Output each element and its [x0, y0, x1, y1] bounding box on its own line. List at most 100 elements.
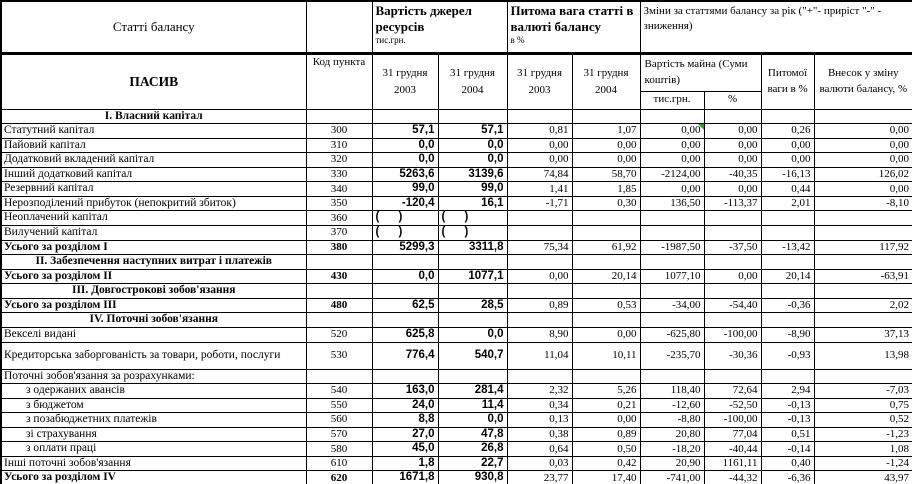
table-row: Пайовий капітал 310 0,0 0,0 0,00 0,00 0,00 0,00…	[0, 137, 912, 154]
cell-value: 75,34	[506, 239, 573, 256]
cell-value: -6,36	[760, 470, 815, 484]
cell-value: -0,14	[760, 441, 815, 457]
cell-value: 776,4	[371, 341, 439, 370]
cell-value: -1,23	[813, 426, 912, 443]
cell-value: -741,00	[639, 470, 705, 484]
row-code: 570	[305, 426, 373, 443]
cell-value: 2,02	[813, 297, 912, 314]
cell-value: 20,90	[639, 455, 705, 472]
cell-value: 0,00	[703, 137, 762, 154]
cell-value	[703, 368, 762, 385]
row-label: IV. Поточні зобов'язання	[0, 312, 307, 328]
table-row: Усього за розділом IV 620 1671,8 930,8 23,77…	[0, 470, 912, 484]
row-code: 380	[305, 239, 373, 256]
table-row: Усього за розділом I 380 5299,3 3311,8 75,34…	[0, 239, 912, 256]
cell-value	[506, 283, 573, 299]
cell-value	[813, 225, 912, 241]
cell-value: 163,0	[371, 383, 439, 399]
cell-value: -8,10	[813, 195, 912, 212]
cell-value: 0,0	[437, 137, 508, 154]
row-label: з одержаних авансів	[0, 383, 307, 399]
header-property-unit-ths: тис.грн.	[639, 90, 705, 110]
cell-value	[506, 225, 573, 241]
cell-value: 117,92	[813, 239, 912, 256]
cell-value: -40,44	[703, 441, 762, 457]
cell-value: 2,32	[506, 383, 573, 399]
header-code: Код пункта	[305, 52, 373, 110]
row-label: Вилучений капітал	[0, 225, 307, 241]
cell-value: 43,97	[813, 470, 912, 484]
table-row: Інші поточні зобов'язання 610 1,8 22,7 0,03 0…	[0, 455, 912, 472]
row-label: з позабюджетних платежів	[0, 412, 307, 428]
cell-value: 5299,3	[371, 239, 439, 256]
cell-value	[639, 225, 705, 241]
cell-value	[437, 254, 508, 270]
cell-value: 0,0	[437, 152, 508, 168]
cell-value: 0,00	[703, 152, 762, 168]
cell-value: -63,91	[813, 268, 912, 285]
cell-value: ( )	[437, 225, 508, 241]
cell-value: 0,42	[571, 455, 641, 472]
cell-value: 0,51	[760, 426, 815, 443]
cell-value: 0,0	[371, 137, 439, 154]
row-label: з бюджетом	[0, 397, 307, 414]
cell-value: 0,00	[813, 137, 912, 154]
row-code	[305, 108, 373, 125]
row-code: 530	[305, 341, 373, 370]
row-label: Інші поточні зобов'язання	[0, 455, 307, 472]
row-code: 580	[305, 441, 373, 457]
row-label: III. Довгострокові зобов'язання	[0, 283, 307, 299]
cell-value: 0,40	[760, 455, 815, 472]
cell-value: 0,26	[760, 123, 815, 139]
cell-value: 57,1	[371, 123, 439, 139]
table-row: Усього за розділом III 480 62,5 28,5 0,89 0,5…	[0, 297, 912, 314]
row-label: Пайовий капітал	[0, 137, 307, 154]
cell-value: 625,8	[371, 326, 439, 343]
cell-value	[371, 312, 439, 328]
cell-value: -2124,00	[639, 166, 705, 183]
cell-value	[371, 254, 439, 270]
row-label: Резервний капітал	[0, 181, 307, 197]
cell-value: 1161,11	[703, 455, 762, 472]
cell-value: -120,4	[371, 195, 439, 212]
cell-value	[571, 108, 641, 125]
row-label: зі страхування	[0, 426, 307, 443]
header-share-unit: в %	[510, 34, 525, 45]
cell-value: -0,93	[760, 341, 815, 370]
cell-value: 0,75	[813, 397, 912, 414]
table-row: Статутний капітал 300 57,1 57,1 0,81 1,07 0,00…	[0, 123, 912, 139]
cell-value: 0,81	[506, 123, 573, 139]
row-code: 620	[305, 470, 373, 484]
cell-value: 99,0	[437, 181, 508, 197]
cell-value	[703, 283, 762, 299]
header-changes-group: Зміни за статтями балансу за рік ("+"- п…	[639, 0, 912, 55]
cell-value: 74,84	[506, 166, 573, 183]
cell-value: -18,20	[639, 441, 705, 457]
cell-value: 10,11	[571, 341, 641, 370]
cell-value: 61,92	[571, 239, 641, 256]
row-label: Інший додатковий капітал	[0, 166, 307, 183]
cell-value	[760, 312, 815, 328]
cell-value: 0,44	[760, 181, 815, 197]
cell-value: 0,00	[639, 137, 705, 154]
cell-value: 281,4	[437, 383, 508, 399]
row-code: 430	[305, 268, 373, 285]
cell-value: 0,00	[506, 268, 573, 285]
cell-value: 0,00	[506, 137, 573, 154]
cell-value	[813, 210, 912, 226]
cell-value: -34,00	[639, 297, 705, 314]
cell-value: 0,34	[506, 397, 573, 414]
cell-value: -0,13	[760, 397, 815, 414]
cell-value: 13,98	[813, 341, 912, 370]
cell-value: 0,00	[760, 137, 815, 154]
row-code	[305, 283, 373, 299]
table-row: зі страхування 570 27,0 47,8 0,38 0,89 20,80 77…	[0, 426, 912, 443]
header-property-value: Вартість майна (Суми коштів)	[639, 52, 762, 92]
cell-value	[371, 368, 439, 385]
cell-value: 11,04	[506, 341, 573, 370]
row-code: 540	[305, 383, 373, 399]
row-label: з оплати праці	[0, 441, 307, 457]
cell-value: 27,0	[371, 426, 439, 443]
header-share-group: Питома вага статті в валюті балансу в %	[506, 0, 641, 55]
row-label: Додатковий вкладений капітал	[0, 152, 307, 168]
